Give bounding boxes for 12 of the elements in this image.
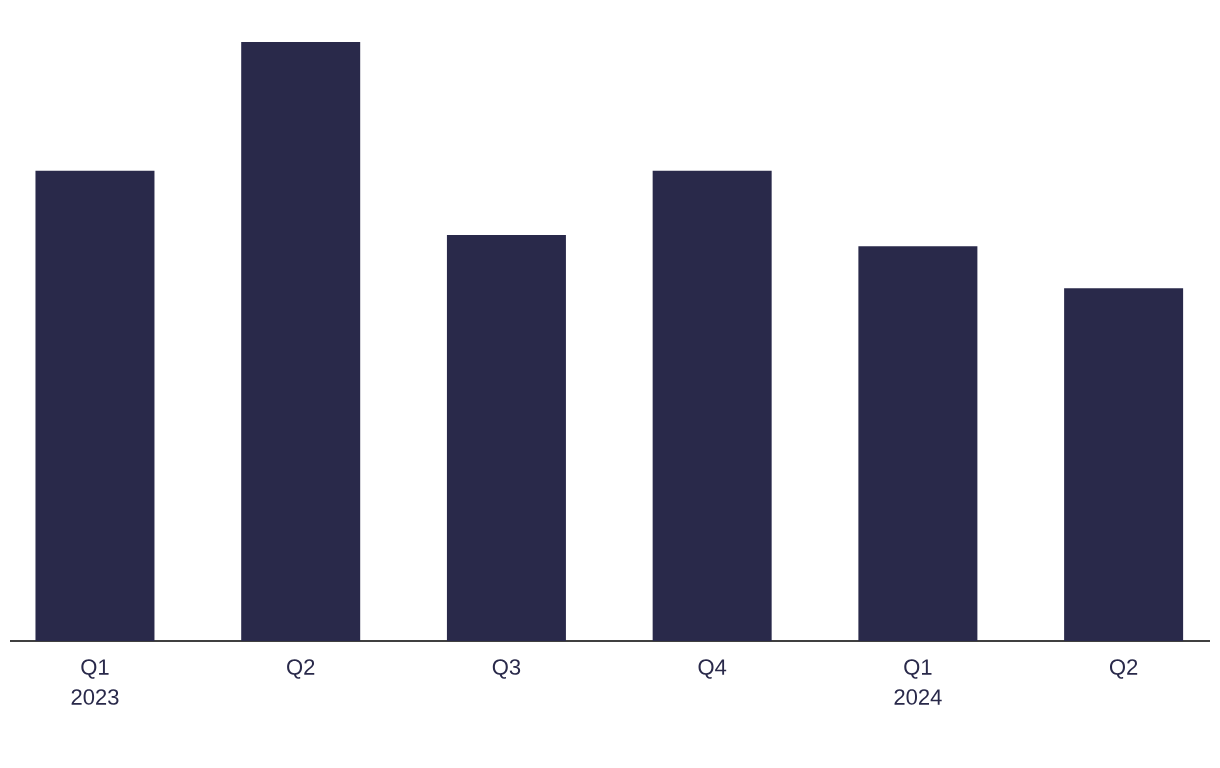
x-tick-label: Q2 xyxy=(287,659,315,679)
x-tick-label: Q3 xyxy=(492,659,521,679)
bar xyxy=(446,234,566,641)
bar xyxy=(1064,288,1184,641)
bar xyxy=(652,170,772,641)
x-tick-label: Q2 xyxy=(1109,659,1138,679)
x-tick-label: Q1 2024 xyxy=(894,659,942,705)
x-tick-label: Q1 2023 xyxy=(71,659,119,705)
x-tick-label: Q4 xyxy=(698,659,727,679)
bar xyxy=(35,170,155,641)
bar xyxy=(241,42,361,641)
bar xyxy=(858,246,978,641)
